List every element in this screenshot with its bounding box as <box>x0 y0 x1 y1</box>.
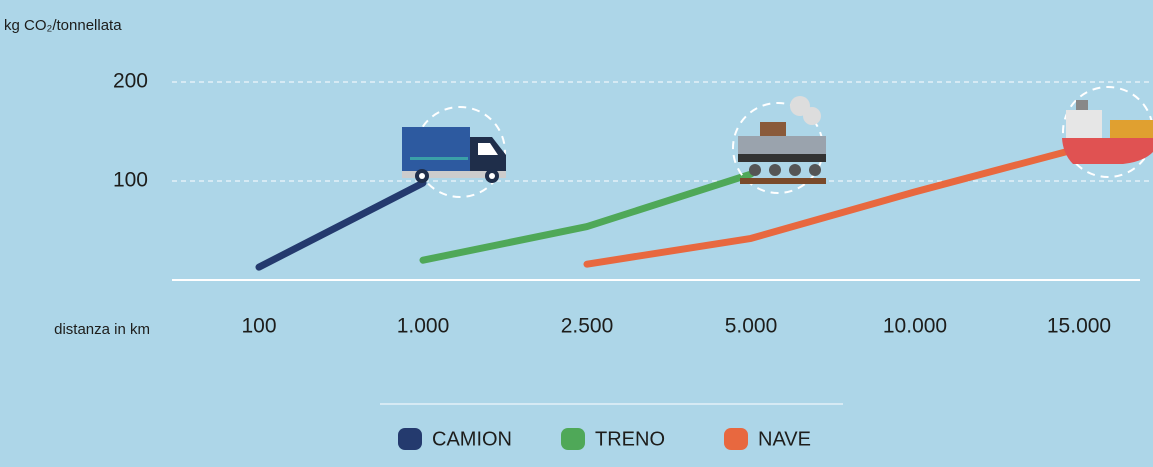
y-tick-label: 100 <box>113 169 148 192</box>
legend-swatch <box>724 428 748 450</box>
vehicle-icons <box>402 86 1153 198</box>
train-icon <box>738 96 826 184</box>
legend-swatch <box>561 428 585 450</box>
series-line <box>255 179 427 271</box>
x-tick-label: 100 <box>241 315 276 338</box>
x-tick-label: 1.000 <box>397 315 450 338</box>
y-axis-label: kg CO₂/tonnellata <box>4 17 122 34</box>
series-line <box>583 144 1083 268</box>
ship-icon <box>1062 100 1153 164</box>
legend-label: NAVE <box>758 428 811 450</box>
x-tick-label: 2.500 <box>561 315 614 338</box>
x-axis-label: distanza in km <box>54 321 150 338</box>
ship-halo <box>1062 86 1153 178</box>
truck-icon <box>402 127 506 183</box>
legend-label: TRENO <box>595 428 665 450</box>
x-tick-label: 10.000 <box>883 315 947 338</box>
x-tick-label: 5.000 <box>725 315 778 338</box>
legend-label: CAMION <box>432 428 512 450</box>
series-line <box>419 170 755 264</box>
x-tick-label: 15.000 <box>1047 315 1111 338</box>
y-tick-label: 200 <box>113 70 148 93</box>
legend-swatch <box>398 428 422 450</box>
